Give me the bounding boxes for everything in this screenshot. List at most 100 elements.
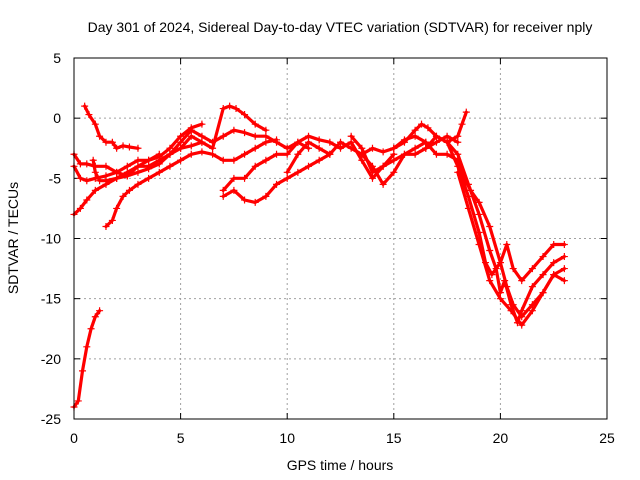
- series-track-5: [81, 102, 142, 152]
- data-point-marker: [113, 204, 121, 212]
- data-point-marker: [155, 156, 163, 164]
- data-point-marker: [87, 325, 95, 333]
- data-point-marker: [475, 198, 483, 206]
- plot-frame: [73, 57, 608, 420]
- data-point-marker: [134, 180, 142, 188]
- data-point-marker: [305, 138, 313, 146]
- data-point-marker: [458, 120, 466, 128]
- data-point-marker: [230, 156, 238, 164]
- data-point-marker: [108, 138, 116, 146]
- data-point-marker: [432, 150, 440, 158]
- data-point-marker: [454, 168, 462, 176]
- x-tick-label: 20: [493, 430, 509, 446]
- series-track-6: [89, 150, 163, 185]
- data-point-marker: [230, 186, 238, 194]
- data-point-marker: [102, 138, 110, 146]
- series-line: [285, 140, 428, 186]
- series-track-16: [422, 132, 568, 327]
- data-point-marker: [241, 196, 249, 204]
- data-point-marker: [411, 126, 419, 134]
- data-point-marker: [119, 192, 127, 200]
- data-point-marker: [113, 168, 121, 176]
- data-point-marker: [486, 222, 494, 230]
- data-point-marker: [83, 177, 91, 185]
- data-point-marker: [187, 142, 195, 150]
- data-point-marker: [507, 307, 515, 315]
- data-point-marker: [96, 177, 104, 185]
- data-point-marker: [368, 174, 376, 182]
- data-point-marker: [422, 144, 430, 152]
- data-point-marker: [241, 129, 249, 137]
- data-point-marker: [219, 132, 227, 140]
- data-point-marker: [230, 174, 238, 182]
- data-point-marker: [475, 241, 483, 249]
- data-point-marker: [219, 192, 227, 200]
- data-point-marker: [443, 138, 451, 146]
- data-point-marker: [85, 111, 93, 119]
- data-point-marker: [454, 138, 462, 146]
- data-point-marker: [283, 174, 291, 182]
- data-point-marker: [454, 162, 462, 170]
- y-tick-label: -15: [41, 291, 61, 307]
- data-point-marker: [96, 307, 104, 315]
- data-point-marker: [539, 253, 547, 261]
- data-point-marker: [91, 313, 99, 321]
- x-tick-label: 5: [177, 430, 185, 446]
- data-point-marker: [305, 162, 313, 170]
- data-point-marker: [273, 138, 281, 146]
- data-point-marker: [518, 277, 526, 285]
- x-tick-label: 10: [279, 430, 295, 446]
- data-point-marker: [251, 162, 259, 170]
- data-point-marker: [251, 132, 259, 140]
- data-point-marker: [187, 132, 195, 140]
- data-point-marker: [177, 132, 185, 140]
- data-point-marker: [475, 210, 483, 218]
- data-point-marker: [411, 150, 419, 158]
- data-point-marker: [177, 144, 185, 152]
- data-point-marker: [390, 168, 398, 176]
- data-point-marker: [305, 144, 313, 152]
- data-point-marker: [400, 136, 408, 144]
- data-point-marker: [83, 196, 91, 204]
- data-point-marker: [550, 259, 558, 267]
- data-point-marker: [528, 307, 536, 315]
- series-track-9: [177, 102, 270, 152]
- data-point-marker: [560, 277, 568, 285]
- x-tick-label: 0: [70, 430, 78, 446]
- y-tick-label: -25: [41, 411, 61, 427]
- data-point-marker: [326, 138, 334, 146]
- data-point-marker: [76, 174, 84, 182]
- data-point-marker: [226, 102, 234, 110]
- data-point-marker: [294, 150, 302, 158]
- data-point-marker: [294, 168, 302, 176]
- data-point-marker: [518, 321, 526, 329]
- data-point-marker: [251, 144, 259, 152]
- data-point-marker: [337, 144, 344, 152]
- data-point-marker: [283, 150, 291, 158]
- data-point-marker: [550, 241, 558, 249]
- data-point-marker: [91, 168, 99, 176]
- data-point-marker: [368, 144, 376, 152]
- data-point-marker: [326, 150, 334, 158]
- data-point-marker: [539, 271, 547, 279]
- y-tick-label: 5: [53, 50, 61, 66]
- data-point-marker: [503, 241, 511, 249]
- data-point-marker: [102, 162, 110, 170]
- data-point-marker: [187, 126, 195, 134]
- data-point-marker: [528, 283, 536, 291]
- data-point-marker: [134, 162, 142, 170]
- data-point-marker: [273, 180, 281, 188]
- data-point-marker: [123, 162, 131, 170]
- data-point-marker: [198, 138, 206, 146]
- data-point-marker: [76, 160, 84, 168]
- series-line: [168, 128, 311, 156]
- series-track-17: [443, 138, 568, 285]
- data-point-marker: [89, 156, 97, 164]
- data-point-marker: [241, 150, 249, 158]
- data-point-marker: [262, 138, 270, 146]
- data-point-marker: [262, 126, 270, 134]
- data-point-marker: [347, 138, 355, 146]
- series-track-11: [219, 132, 398, 194]
- data-point-marker: [209, 144, 217, 152]
- series-track-4: [70, 150, 174, 218]
